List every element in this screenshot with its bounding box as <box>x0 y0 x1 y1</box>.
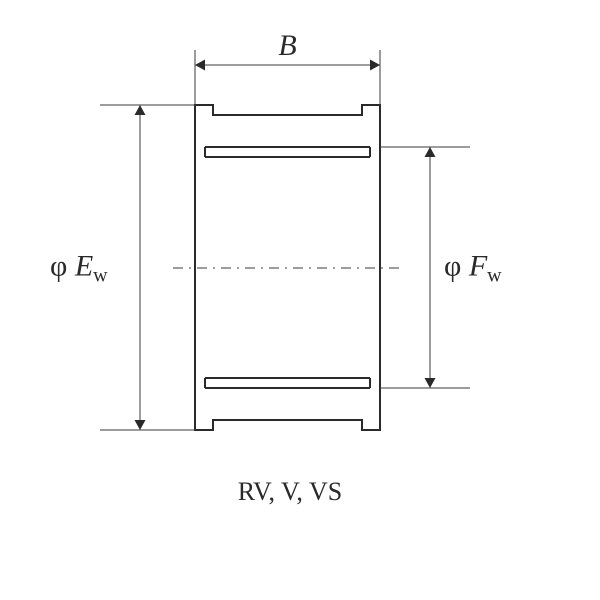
dimension-label-B: B <box>278 29 296 62</box>
bearing-section-diagram: Bφ Ewφ FwRV, V, VS <box>0 0 600 600</box>
figure-caption: RV, V, VS <box>238 477 342 506</box>
